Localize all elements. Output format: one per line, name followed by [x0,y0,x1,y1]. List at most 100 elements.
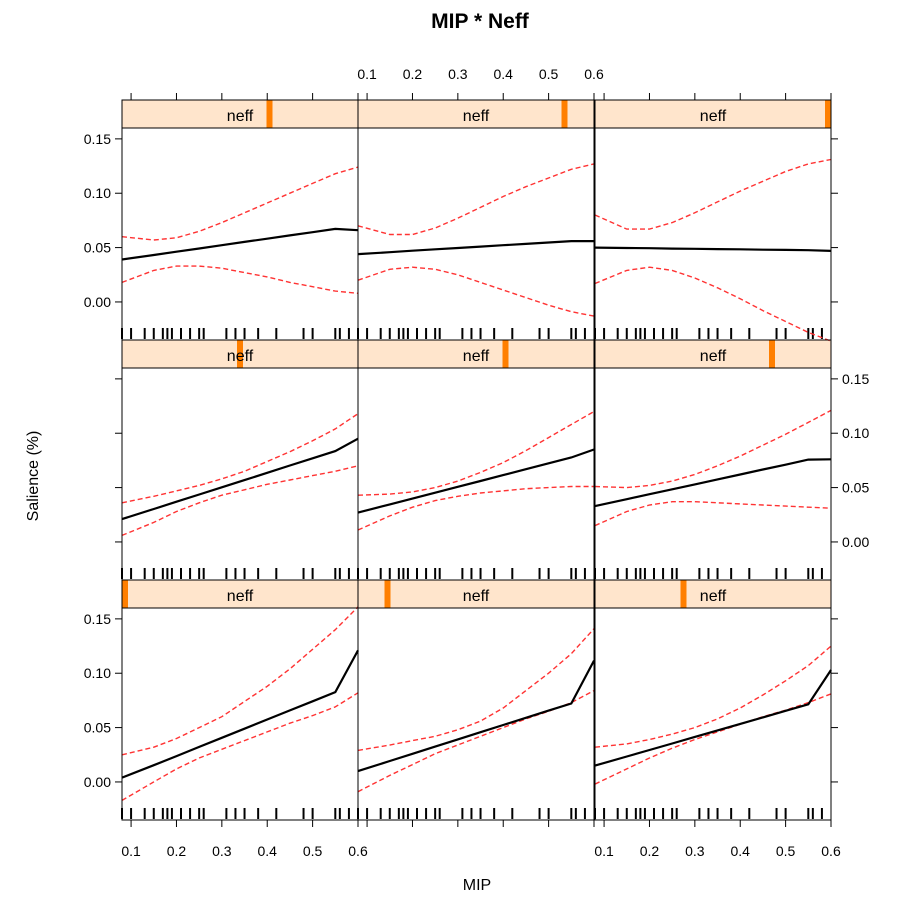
fit-line [594,246,832,252]
strip-label: neff [463,108,490,125]
strip-background [358,340,594,368]
y-tick-label: 0.05 [84,720,111,736]
y-tick-label: 0.00 [842,534,869,550]
fit-line [121,649,359,779]
x-tick-label: 0.1 [121,843,141,859]
strip-level-marker [266,100,273,128]
strip-label: neff [463,348,490,365]
upper-ci-line [357,628,595,752]
x-tick-label: 0.3 [685,843,705,859]
y-tick-label: 0.00 [84,294,111,310]
panel: neff [594,579,832,821]
y-tick-label: 0.15 [84,131,111,147]
x-tick-label: 0.1 [357,66,377,82]
x-tick-label: 0.4 [730,843,750,859]
strip-level-marker [502,340,509,368]
strip-level-marker [680,580,687,608]
strip-background [122,580,358,608]
y-tick-label: 0.10 [84,185,111,201]
lower-ci-line [357,689,595,793]
strip-background [122,100,358,128]
x-tick-label: 0.4 [493,66,513,82]
lower-ci-line [121,465,359,537]
chart-title: MIP * Neff [431,10,530,33]
panel-border [357,367,595,581]
x-tick-label: 0.6 [348,843,368,859]
panel: neff [594,99,832,342]
y-axis-title: Salience (%) [25,431,42,522]
lower-ci-line [357,266,595,317]
fit-line [357,660,595,773]
panel: neff [357,99,595,341]
panel-border [357,127,595,341]
x-tick-label: 0.5 [539,66,559,82]
x-tick-label: 0.3 [448,66,468,82]
strip-background [358,580,594,608]
x-tick-label: 0.4 [257,843,277,859]
fit-line [594,458,832,508]
fit-line [121,227,359,261]
panel: neff [121,579,359,821]
y-tick-label: 0.05 [842,480,869,496]
strip-level-marker [237,340,243,368]
strip-label: neff [227,108,254,125]
lower-ci-line [594,501,832,527]
strip-background [595,100,831,128]
lower-ci-line [121,265,359,294]
panel-border [357,607,595,821]
x-tick-label: 0.2 [403,66,423,82]
strip-background [358,100,594,128]
lower-ci-line [594,266,832,342]
y-tick-label: 0.15 [842,371,869,387]
y-tick-label: 0.10 [84,665,111,681]
upper-ci-line [594,158,832,230]
strip-label: neff [463,588,490,605]
panel: neff [594,339,832,581]
upper-ci-line [121,606,359,756]
x-tick-label: 0.6 [821,843,841,859]
x-tick-label: 0.6 [584,66,604,82]
y-tick-label: 0.10 [842,425,869,441]
strip-background [595,580,831,608]
x-axis-title: MIP [463,877,491,894]
upper-ci-line [357,410,595,496]
strip-level-marker [122,580,128,608]
panel: neff [357,579,595,821]
upper-ci-line [594,409,832,489]
fit-line [357,240,594,256]
lower-ci-line [357,485,594,531]
x-tick-label: 0.2 [640,843,660,859]
strip-level-marker [769,340,775,368]
panel-border [594,607,832,821]
panel: neff [121,339,359,581]
strip-background [595,340,831,368]
strip-label: neff [227,348,254,365]
fit-line [121,437,359,521]
panel-border [594,127,832,341]
strip-label: neff [700,348,727,365]
strip-label: neff [700,588,727,605]
y-tick-label: 0.15 [84,611,111,627]
upper-ci-line [121,166,359,241]
x-tick-label: 0.2 [167,843,187,859]
panel: neff [357,339,595,581]
fit-line [357,448,595,514]
strip-level-marker [825,100,831,128]
x-tick-label: 0.5 [303,843,323,859]
y-tick-label: 0.00 [84,774,111,790]
x-tick-label: 0.1 [594,843,614,859]
x-tick-label: 0.5 [776,843,796,859]
upper-ci-line [121,413,359,504]
lower-ci-line [121,692,359,802]
panel-border [594,367,832,581]
strip-level-marker [561,100,568,128]
fit-line [594,669,832,767]
panel: neff [121,99,359,341]
panel-border [121,127,359,341]
strip-label: neff [700,108,727,125]
upper-ci-line [357,163,595,236]
x-tick-label: 0.3 [212,843,232,859]
y-tick-label: 0.05 [84,240,111,256]
